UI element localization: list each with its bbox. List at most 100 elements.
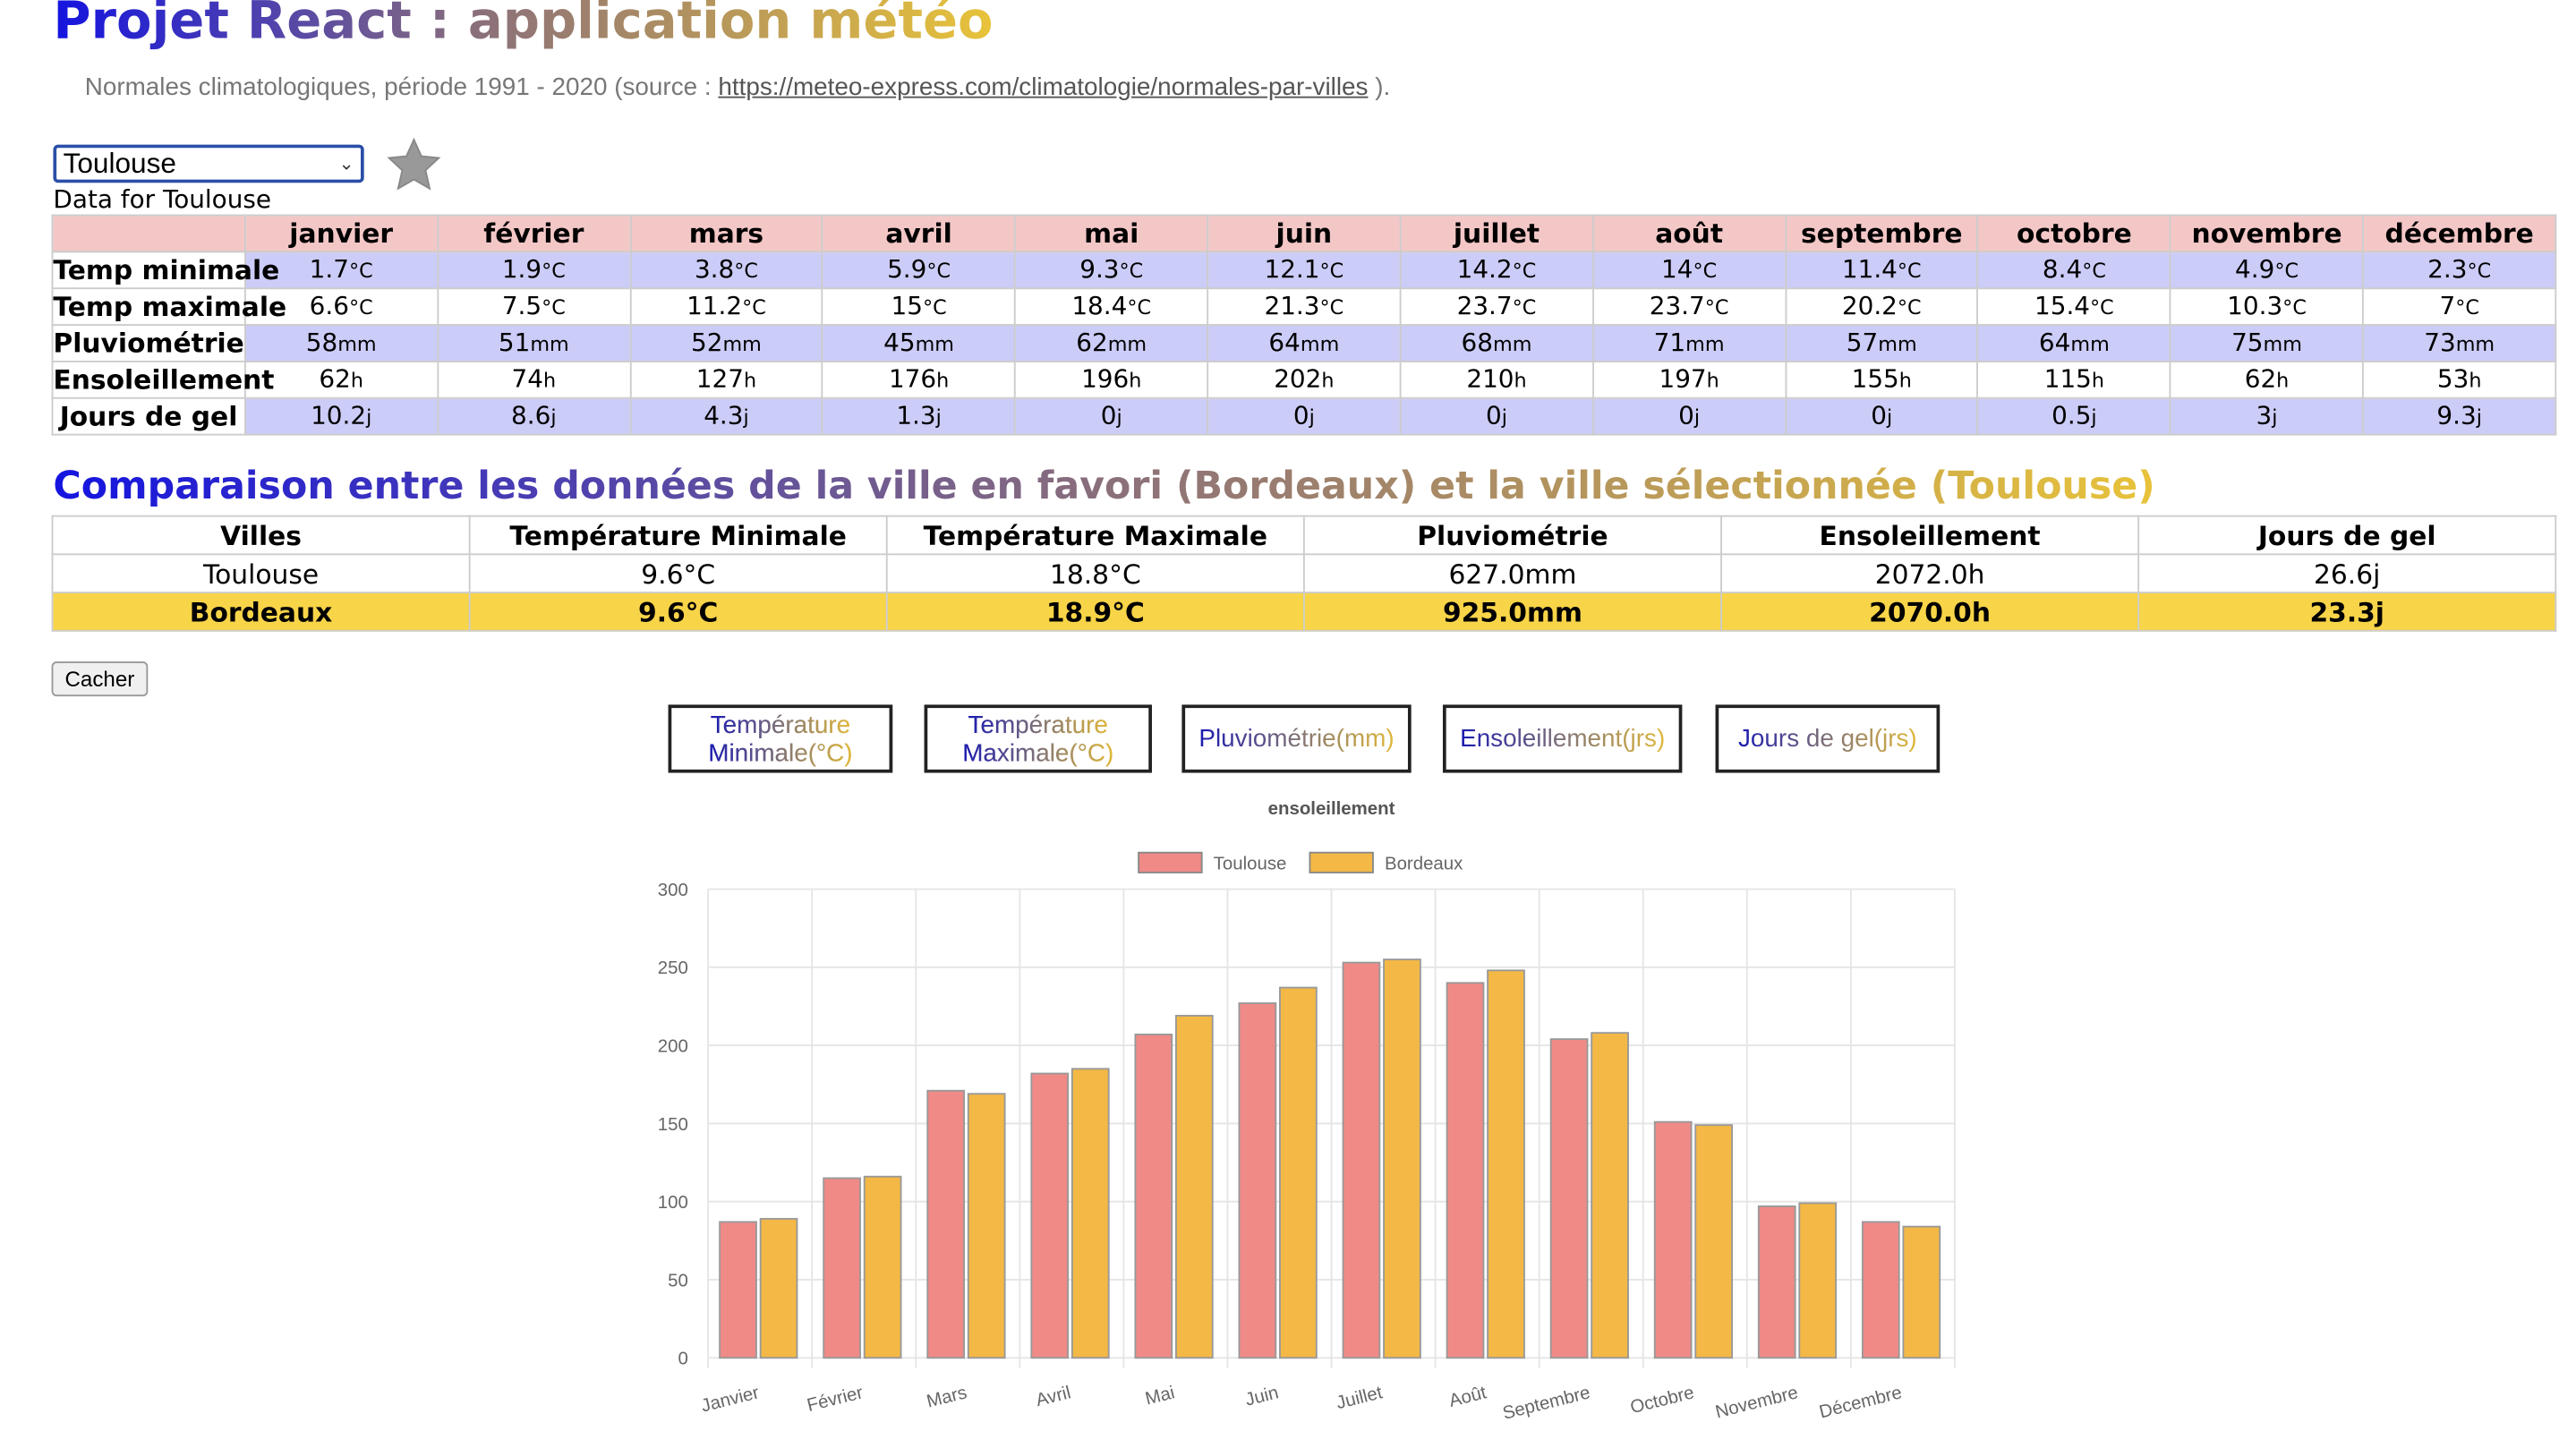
table-cell: 0j [1014,396,1209,436]
hide-button[interactable]: Cacher [51,661,149,697]
comparison-header: Pluviométrie [1302,515,1722,556]
table-cell: 115h [1976,360,2171,399]
cell-value: 12.1 [1264,254,1320,285]
table-cell: 197h [1591,360,1787,399]
row-label: Jours de gel [51,396,246,436]
cell-unit: j [743,405,749,430]
metric-button-temp-max[interactable]: Température Maximale(°C) [924,704,1152,773]
table-cell: 0j [1784,396,1979,436]
bar [1861,1221,1900,1359]
cell-unit: j [1887,405,1893,430]
cell-value: 57 [1846,327,1879,358]
data-for-label: Data for Toulouse [53,184,272,215]
cell-unit: j [935,405,942,430]
cell-unit: °C [1897,259,1922,283]
cell-unit: j [1501,405,1507,430]
table-cell: 10.2j [243,396,439,436]
bar [1446,982,1485,1359]
cell-value: 176 [888,363,937,395]
table-cell: 127h [628,360,823,399]
bar [1238,1002,1277,1359]
comparison-cell: 18.9°C [885,592,1305,632]
cell-unit: °C [542,295,566,319]
row-label: Temp maximale [51,287,286,326]
cell-unit: h [2469,369,2482,393]
bar [863,1175,902,1359]
source-link[interactable]: https://meteo-express.com/climatologie/n… [718,72,1369,102]
month-header: août [1591,214,1787,253]
table-cell: 64mm [1207,324,1402,362]
cell-value: 64 [2038,327,2071,358]
bar [1549,1038,1589,1359]
month-header: juin [1207,214,1402,253]
table-cell: 14.2°C [1399,251,1594,290]
month-header: janvier [243,214,439,253]
bar [1030,1072,1070,1359]
bar [1279,986,1318,1359]
cell-unit: °C [1319,259,1344,283]
cell-value: 196 [1081,363,1130,395]
x-tick-label: Juillet [1335,1383,1385,1413]
chart-title: ensoleillement [1268,799,1395,819]
bar [1902,1225,1941,1359]
metric-button-frost[interactable]: Jours de gel(jrs) [1715,704,1941,773]
cell-value: 75 [2231,327,2264,358]
bar [719,1221,757,1359]
table-cell: 21.3°C [1207,287,1402,326]
cell-unit: h [1706,369,1719,393]
x-tick-label: Février [806,1383,866,1416]
month-header: avril [822,214,1017,253]
y-tick-label: 200 [658,1037,688,1057]
metric-button-rain[interactable]: Pluviométrie(mm) [1181,704,1412,773]
cell-unit: h [1898,369,1912,393]
table-cell: 64mm [1976,324,2171,362]
cell-unit: °C [1119,259,1144,283]
table-cell: 45mm [822,324,1017,362]
table-cell: 51mm [436,324,631,362]
star-icon[interactable] [386,136,442,192]
metric-button-temp-min[interactable]: Température Minimale(°C) [668,704,893,773]
table-cell: 23.7°C [1399,287,1594,326]
monthly-table: janvier février mars avril mai juin juillet aoû… [51,214,2557,436]
source-text: Normales climatologiques, période 1991 -… [84,72,712,102]
cell-value: 5.9 [887,254,927,285]
cell-unit: °C [1512,295,1537,319]
cell-unit: °C [1127,295,1152,319]
y-tick-label: 300 [658,881,688,900]
cell-value: 7 [2439,290,2456,321]
cell-unit: mm [722,332,762,356]
city-select[interactable]: Toulouse ⌄ [53,144,364,183]
table-cell: 196h [1014,360,1209,399]
table-cell: 0j [1591,396,1787,436]
table-cell: 1.9°C [436,251,631,290]
cell-value: 1.9 [501,254,542,285]
metric-button-sun[interactable]: Ensoleillement(jrs) [1442,704,1683,773]
table-cell: 9.3°C [1014,251,1209,290]
cell-unit: mm [915,332,955,356]
bar [1174,1015,1214,1359]
cell-unit: °C [1897,295,1922,319]
cell-unit: mm [1107,332,1147,356]
cell-unit: h [743,369,757,393]
table-cell: 1.3j [822,396,1017,436]
month-header-row: janvier février mars avril mai juin juillet aoû… [51,214,2557,253]
cell-unit: h [1129,369,1142,393]
row-label: Temp minimale [51,251,279,290]
cell-value: 4.9 [2235,254,2275,285]
month-header: février [436,214,631,253]
table-cell: 0.5j [1976,396,2171,436]
cell-unit: °C [1319,295,1344,319]
cell-unit: mm [337,332,377,356]
cell-unit: °C [742,295,766,319]
cell-unit: mm [1878,332,1917,356]
table-cell: 15°C [822,287,1017,326]
legend-label: Toulouse [1214,854,1287,873]
comparison-header: Jours de gel [2137,515,2557,556]
table-row: Pluviométrie 58mm 51mm 52mm 45mm 62mm 64mm 68mm… [51,324,2557,362]
month-header: mai [1014,214,1209,253]
x-tick-label: Octobre [1628,1383,1696,1418]
cell-value: 6.6 [309,290,349,321]
comparison-cell: 2070.0h [1720,592,2140,632]
comparison-cell: 26.6j [2137,553,2557,593]
cell-value: 74 [511,363,543,395]
